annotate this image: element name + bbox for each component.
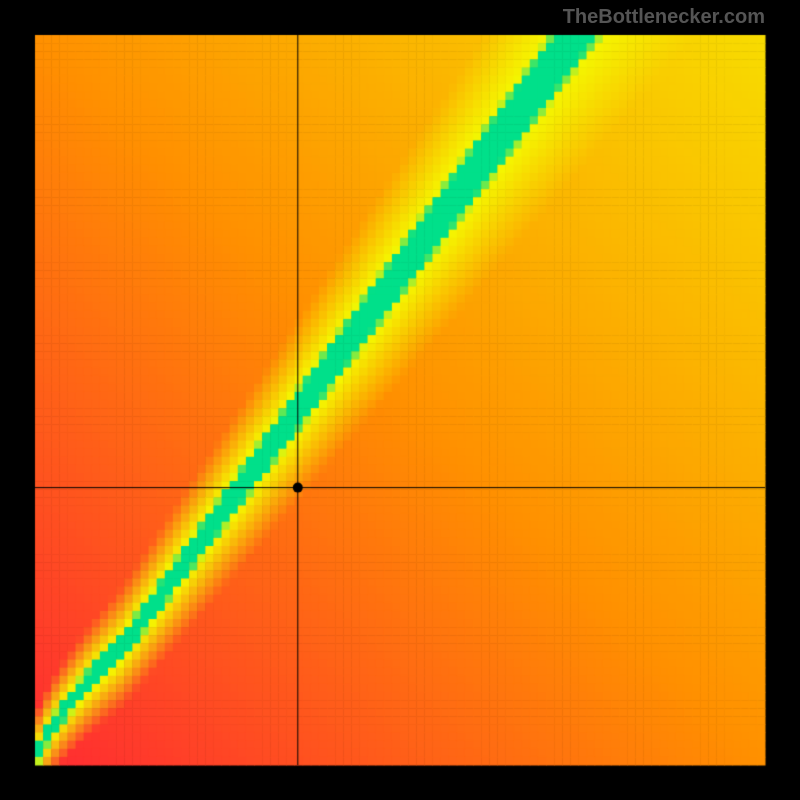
bottleneck-heatmap bbox=[0, 0, 800, 800]
attribution-label: TheBottlenecker.com bbox=[563, 6, 765, 29]
chart-container: TheBottlenecker.com bbox=[0, 0, 800, 800]
